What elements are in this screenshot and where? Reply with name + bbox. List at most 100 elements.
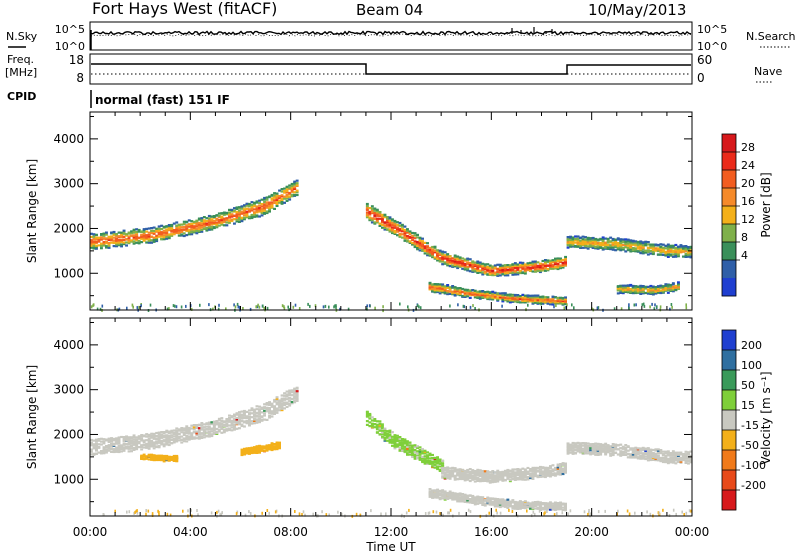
heatmap-cell [275,397,279,400]
heatmap-cell [619,287,623,290]
heatmap-cell [621,447,625,450]
heatmap-cell [423,459,427,462]
heatmap-cell [451,259,455,262]
heatmap-cell [453,289,457,292]
heatmap-cell [594,453,598,456]
heatmap-cell [383,438,387,441]
heatmap-cell [471,269,475,272]
heatmap-cell [546,505,550,509]
heatmap-cell [401,230,404,233]
heatmap-cell [243,420,246,423]
heatmap-cell [205,431,209,434]
heatmap-cell [601,247,605,250]
noise-tick-bottom-right: 10^0 [697,40,727,53]
heatmap-cell [408,233,412,236]
heatmap-cell [634,450,638,453]
heatmap-cell [511,468,515,471]
heatmap-cell [285,405,289,408]
heatmap-cell [172,230,176,233]
heatmap-cell [127,235,131,238]
heatmap-cell [626,240,630,243]
heatmap-cell [534,466,537,469]
heatmap-cell [461,476,465,480]
heatmap-cell [466,261,470,264]
heatmap-cell [456,477,460,480]
heatmap-cell [185,437,189,440]
heatmap-cell [391,431,394,434]
heatmap-cell [243,208,246,211]
heatmap-cell [233,428,236,431]
heatmap-cell [127,447,131,450]
heatmap-cell [646,241,650,244]
heatmap-cell [436,252,439,255]
heatmap-cell [441,289,445,292]
heatmap-cell [258,204,261,207]
heatmap-cell [222,425,226,428]
heatmap-cell [621,248,625,251]
heatmap-cell [624,284,628,287]
heatmap-cell [185,227,189,231]
heatmap-cell [671,461,675,464]
heatmap-cell [566,244,570,247]
heatmap-cell [461,497,465,500]
frequency-panel: Freq. [MHz] 18 8 60 0 Nave [5,53,782,85]
heatmap-cell [125,445,128,448]
heatmap-cell [92,247,96,250]
heatmap-cell [611,241,615,245]
noise-tick-bottom-left: 10^0 [55,40,85,53]
heatmap-cell [107,440,111,443]
heatmap-cell [591,447,595,451]
heatmap-cell [215,223,219,226]
heatmap-cell [669,287,673,290]
heatmap-cell [265,408,269,411]
heatmap-cell [208,303,210,307]
heatmap-cell [599,453,603,456]
heatmap-cell [448,290,452,293]
heatmap-cell [666,291,670,294]
cpid-label: CPID [7,90,36,103]
heatmap-cell [641,448,645,452]
heatmap-cell [539,270,542,274]
heatmap-cell [421,240,424,243]
heatmap-cell [428,488,432,491]
heatmap-cell [549,470,552,473]
heatmap-cell [280,407,284,410]
heatmap-cell [669,460,673,463]
heatmap-cell [443,286,447,289]
heatmap-cell [386,228,389,231]
heatmap-cell [488,477,492,480]
heatmap-cell [529,261,532,264]
heatmap-cell [285,401,289,404]
heatmap-cell [493,271,497,274]
heatmap-cell [275,441,279,444]
heatmap-cell [493,293,497,296]
heatmap-cell [155,442,159,445]
heatmap-cell [664,254,668,257]
heatmap-cell [611,450,615,454]
heatmap-cell [117,235,121,238]
heatmap-cell [553,305,555,309]
power-data [90,179,693,313]
heatmap-cell [122,439,126,442]
heatmap-cell [496,469,500,472]
heatmap-cell [396,445,399,448]
heatmap-cell [248,424,251,427]
heatmap-cell [245,216,249,219]
heatmap-cell [110,442,113,445]
heatmap-cell [619,241,623,244]
heatmap-cell [476,296,480,299]
heatmap-cell [496,476,500,479]
heatmap-cell [137,435,141,438]
heatmap-cell [664,450,668,453]
heatmap-cell [468,289,472,292]
heatmap-cell [513,262,517,265]
heatmap-cell [383,439,387,442]
heatmap-cell [666,284,670,287]
heatmap-cell [248,422,251,425]
heatmap-cell [248,202,251,206]
heatmap-cell [167,233,171,236]
heatmap-cell [263,203,266,206]
heatmap-cell [391,230,394,233]
heatmap-cell [187,431,191,434]
heatmap-cell [243,425,246,428]
